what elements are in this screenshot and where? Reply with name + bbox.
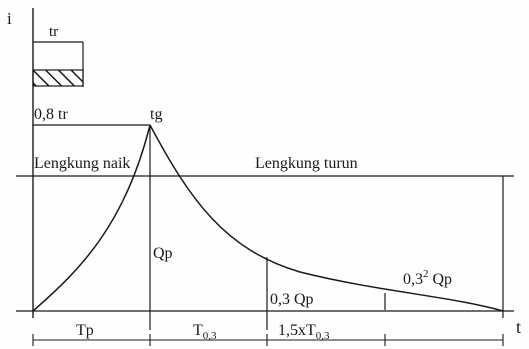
t-axis-label: t [516, 317, 521, 337]
q032-exp: 2 [423, 268, 429, 280]
rainfall-block [32, 41, 84, 87]
t15-sub: 0,3 [316, 330, 330, 342]
t03-sub: 0,3 [203, 330, 217, 342]
falling-limb-label: Lengkung turun [255, 155, 358, 172]
q032-label: 0,32 Qp [403, 268, 452, 288]
tg-label: tg [150, 106, 162, 123]
dimension-line [32, 334, 504, 346]
q03-label: 0,3 Qp [270, 291, 314, 308]
lag-label: 0,8 tr [34, 106, 68, 123]
rainfall-hatch [32, 69, 84, 87]
t03-base: T [193, 322, 203, 339]
t15-base: 1,5xT [278, 322, 316, 339]
i-axis-label: i [7, 9, 12, 28]
qp-label: Qp [153, 245, 173, 262]
tr-label: tr [49, 24, 58, 40]
rising-limb-label: Lengkung naik [34, 155, 130, 172]
t15-label: 1,5xT0,3 [278, 322, 330, 342]
falling-limb-curve [149, 124, 504, 312]
tp-label: Tp [76, 322, 94, 339]
t03-label: T0,3 [193, 322, 217, 342]
rising-limb-curve [32, 124, 151, 312]
q032-tail: Qp [429, 271, 453, 288]
q032-base: 0,3 [403, 271, 423, 288]
